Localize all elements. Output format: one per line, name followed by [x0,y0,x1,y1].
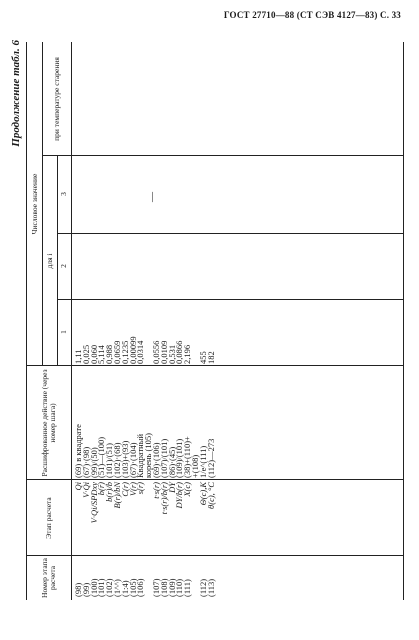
header-rule [71,42,72,600]
table-cell: (106) [135,578,146,597]
header-numeric: Числовое значение [30,173,39,235]
table-cell: 2,196 [182,344,193,364]
data-table: Номер этапа расчета Этап расчета Расшифр… [26,42,404,600]
header-col1: 1 [59,330,68,334]
table-cell: (112)—273 [205,438,216,478]
table-cell: (113) [205,578,216,597]
header-stage: Этап расчета [44,497,53,539]
col-divider [57,299,403,300]
header-col2: 2 [59,264,68,268]
dash-mark: — [147,192,158,202]
page-header: ГОСТ 27710—88 (СТ СЭВ 4127—83) С. 33 [223,10,401,20]
column-number: (98) (99) (100) (101) (102) (1^^) (1:4) … [73,557,216,597]
header-for-i: для i [44,253,54,269]
table-cell: θ(c), °C [205,482,216,509]
column-action: (69) в квадрате (67)·(98) (99)/(50) (51)… [73,368,216,478]
table-title: Продолжение табл. 6 [10,40,22,147]
col-divider [27,555,403,556]
header-temperature: при температуре старения [51,57,61,141]
header-number: Номер этапа расчета [40,558,57,598]
header-action: Расшифрованное действие (через номер шаг… [40,369,57,477]
header-col3: 3 [59,192,68,196]
table-cell: 182 [205,351,216,364]
table-cell: X(c) [182,482,193,497]
rotated-table-page: Продолжение табл. 6 Номер этапа расчета … [10,40,404,600]
col-divider [27,365,403,366]
col-divider [42,155,403,156]
column-value-1: 1,11 0,025 0,060 5,114 0,988 0,0659 0,12… [73,304,216,364]
table-cell: (111) [182,579,193,597]
table-cell: 0,0314 [135,340,146,364]
table-cell: s(r) [135,482,146,495]
col-divider [57,233,403,234]
column-stage: Qi V·Qi V·Qi/SPDxy b(r) b(r)/b B(r)/bN C… [73,482,216,554]
col-divider [27,479,403,480]
